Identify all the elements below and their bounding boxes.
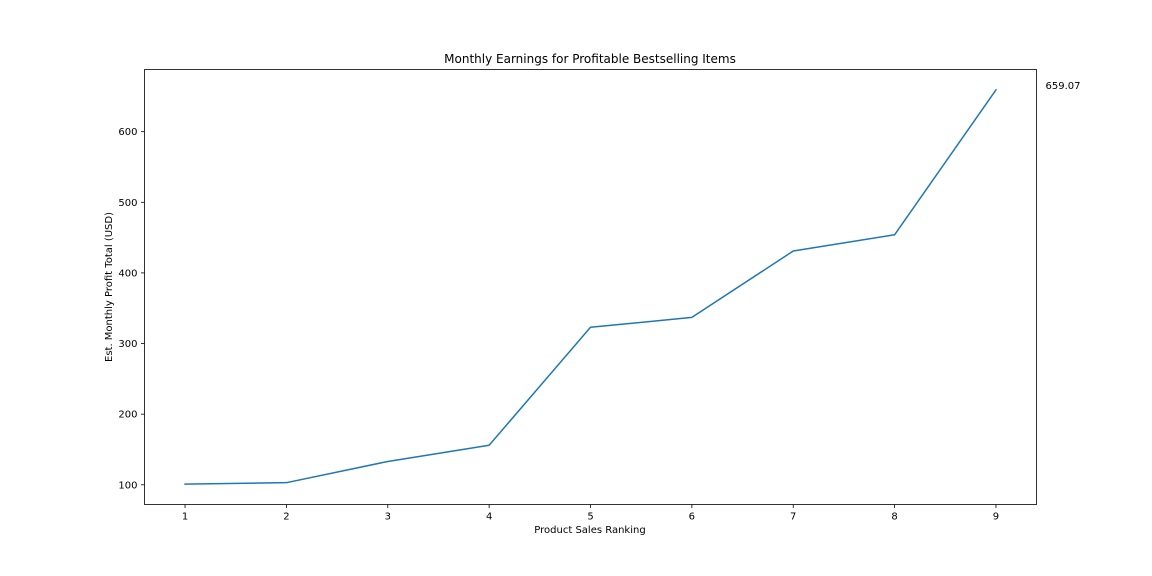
series-line-0 [184,88,997,485]
y-axis-ticks: 100 200 300 400 500 600 [118,127,145,491]
x-tick-label: 6 [689,512,695,523]
x-tick-label: 3 [385,512,391,523]
x-tick-label: 5 [587,512,593,523]
x-tick-label: 2 [283,512,289,523]
y-tick-label: 300 [118,339,137,350]
x-tick-label: 9 [993,512,999,523]
y-axis-label: Est. Monthly Profit Total (USD) [104,212,115,362]
y-tick-label: 100 [118,480,137,491]
chart-title: Monthly Earnings for Profitable Bestsell… [444,52,736,66]
x-tick-label: 4 [486,512,492,523]
y-tick-label: 200 [118,410,137,421]
value-annotation: 659.07 [1046,81,1081,92]
y-tick-label: 400 [118,268,137,279]
plot-area [184,88,997,485]
x-tick-label: 1 [182,512,188,523]
y-tick-label: 500 [118,198,137,209]
y-tick-label: 600 [118,127,137,138]
x-tick-label: 7 [790,512,796,523]
annotations: 659.07 [1046,81,1081,92]
x-axis-ticks: 1 2 3 4 5 6 7 8 9 [182,504,999,523]
x-tick-label: 8 [891,512,897,523]
x-axis-label: Product Sales Ranking [534,525,645,536]
